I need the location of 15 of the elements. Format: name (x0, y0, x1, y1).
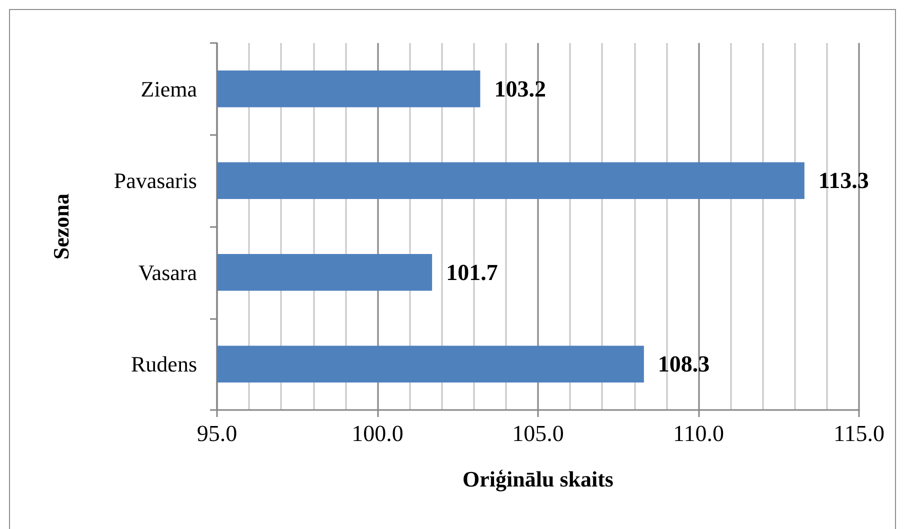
x-axis-title: Oriģinālu skaits (462, 466, 614, 492)
data-label: 103.2 (494, 76, 546, 102)
y-tick-label: Pavasaris (114, 168, 197, 194)
x-tick-label: 95.0 (196, 421, 238, 446)
x-tick-label: 115.0 (834, 421, 884, 446)
x-tick-label: 100.0 (352, 421, 404, 446)
x-tick-label: 105.0 (512, 421, 564, 446)
data-label: 108.3 (658, 352, 710, 377)
x-tick-label: 110.0 (673, 421, 724, 446)
y-tick-label: Ziema (140, 76, 198, 102)
data-label: 101.7 (446, 260, 498, 285)
y-tick-label: Vasara (138, 260, 198, 285)
data-label: 113.3 (818, 168, 869, 194)
y-tick-label: Rudens (131, 352, 197, 377)
y-axis-title: Sezona (48, 194, 74, 260)
